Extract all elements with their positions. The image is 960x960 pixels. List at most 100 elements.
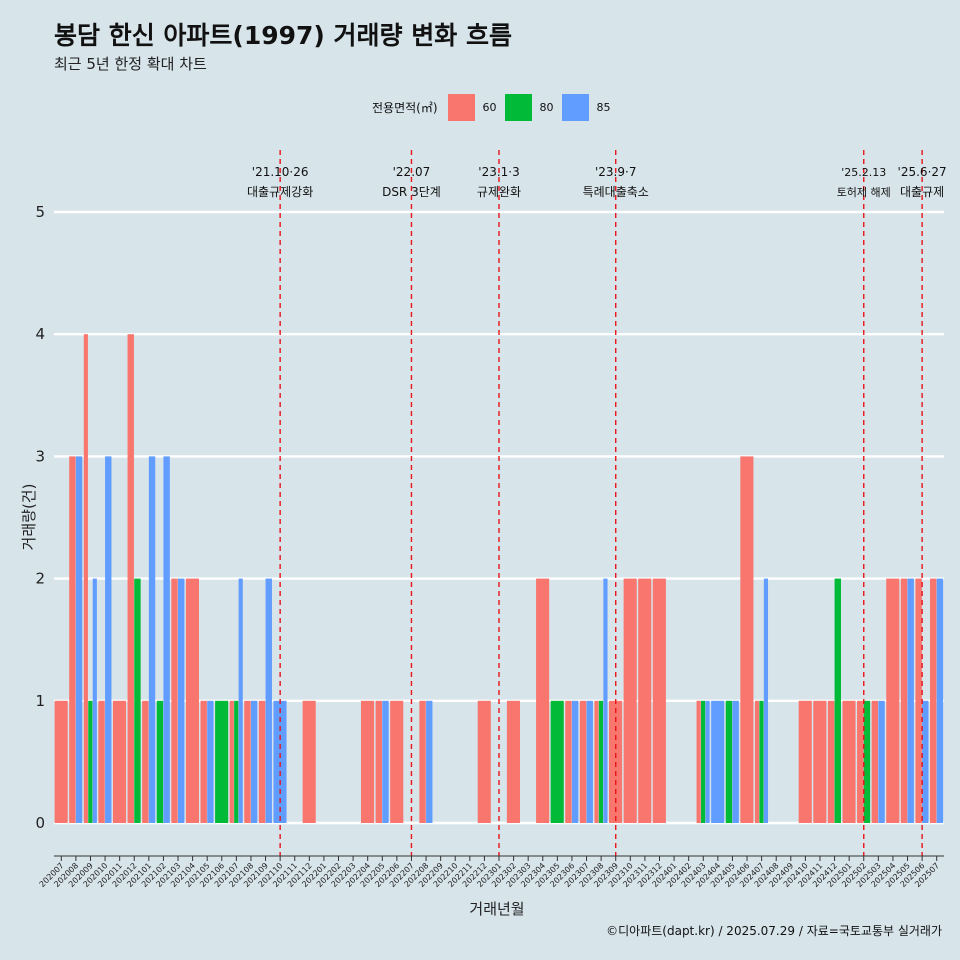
bar-202410-60 bbox=[798, 700, 812, 823]
legend-label-80: 80 bbox=[539, 100, 554, 114]
bar-202504-60 bbox=[886, 578, 900, 823]
event-label: 규제완화 bbox=[477, 185, 521, 199]
bar-202403-85 bbox=[705, 700, 710, 823]
source-caption: ©디아파트(dapt.kr) / 2025.07.29 / 자료=국토교통부 실… bbox=[606, 924, 942, 938]
bar-202407-80 bbox=[759, 700, 764, 823]
bar-202103-60 bbox=[171, 578, 178, 823]
bar-202502-80 bbox=[863, 700, 871, 823]
bar-202102-85 bbox=[163, 456, 170, 823]
bar-202503-60 bbox=[871, 700, 879, 823]
bar-202308-80 bbox=[598, 700, 604, 823]
legend-swatch-85 bbox=[561, 93, 589, 121]
bar-202110-85 bbox=[273, 700, 287, 823]
bar-202109-60 bbox=[258, 700, 266, 823]
event-date: '21.10·26 bbox=[252, 165, 309, 179]
bar-202205-85 bbox=[382, 700, 389, 823]
bar-202107-80 bbox=[234, 700, 239, 823]
bar-202105-85 bbox=[207, 700, 214, 823]
bar-202109-85 bbox=[265, 578, 272, 823]
bar-202506-85 bbox=[922, 700, 929, 823]
bar-202208-85 bbox=[426, 700, 433, 823]
bar-202311-60 bbox=[638, 578, 652, 823]
legend-title: 전용면적(㎡) bbox=[372, 100, 438, 115]
bar-202208-60 bbox=[419, 700, 426, 823]
bar-202108-60 bbox=[244, 700, 251, 823]
bar-202505-60 bbox=[900, 578, 908, 823]
bar-202012-60 bbox=[127, 334, 134, 823]
y-tick-label: 2 bbox=[35, 570, 45, 588]
bar-202103-85 bbox=[178, 578, 185, 823]
bar-202305-80 bbox=[550, 700, 564, 823]
event-label: 토허제 해제 bbox=[837, 185, 891, 199]
bar-202403-60 bbox=[696, 700, 701, 823]
y-tick-label: 0 bbox=[35, 814, 45, 832]
event-date: '25.2.13 bbox=[841, 166, 886, 179]
legend-item-60: 60 bbox=[447, 93, 497, 121]
event-layer: '21.10·26 대출규제강화 '22.07 DSR 3단계 '23.1·3 규제완화 '… bbox=[247, 150, 947, 856]
bar-202008-85 bbox=[75, 456, 83, 823]
bar-202308-60 bbox=[594, 700, 599, 823]
legend-swatch-60 bbox=[447, 93, 475, 121]
bar-202204-60 bbox=[360, 700, 375, 823]
bar-202010-60 bbox=[98, 700, 105, 823]
event-date: '25.6·27 bbox=[898, 165, 947, 179]
bar-202101-60 bbox=[142, 700, 149, 823]
bar-202405-85 bbox=[732, 700, 739, 823]
bar-202405-80 bbox=[725, 700, 733, 823]
bar-202205-60 bbox=[375, 700, 382, 823]
legend-label-85: 85 bbox=[596, 100, 611, 114]
bar-202308-85 bbox=[603, 578, 608, 823]
bar-202007-60 bbox=[54, 700, 68, 823]
bar-202107-60 bbox=[229, 700, 234, 823]
bar-202404-85 bbox=[711, 700, 725, 823]
bar-202306-60 bbox=[565, 700, 572, 823]
bar-202309-60 bbox=[609, 700, 623, 823]
bar-202411-60 bbox=[813, 700, 827, 823]
bar-layer bbox=[54, 334, 944, 823]
bar-202507-85 bbox=[936, 578, 944, 823]
bar-202304-60 bbox=[536, 578, 550, 823]
chart-subtitle: 최근 5년 한정 확대 차트 bbox=[54, 55, 207, 73]
event-label: 특례대출축소 bbox=[583, 185, 649, 199]
bar-202307-60 bbox=[579, 700, 587, 823]
bar-202412-80 bbox=[834, 578, 841, 823]
bar-202506-60 bbox=[915, 578, 922, 823]
bar-202112-60 bbox=[302, 700, 316, 823]
event-label: DSR 3단계 bbox=[382, 185, 441, 199]
bar-202501-60 bbox=[842, 700, 856, 823]
y-tick-label: 5 bbox=[35, 203, 45, 221]
bar-202108-85 bbox=[250, 700, 258, 823]
bar-202406-60 bbox=[740, 456, 754, 823]
bar-202008-60 bbox=[69, 456, 76, 823]
bar-202104-60 bbox=[185, 578, 200, 823]
x-axis-label: 거래년월 bbox=[469, 900, 524, 918]
bar-202102-80 bbox=[156, 700, 164, 823]
bar-202009-80 bbox=[88, 700, 93, 823]
bar-202306-85 bbox=[571, 700, 579, 823]
bar-202105-60 bbox=[200, 700, 207, 823]
bar-202206-60 bbox=[390, 700, 404, 823]
legend-item-80: 80 bbox=[504, 93, 554, 121]
y-tick-label: 1 bbox=[35, 692, 45, 710]
bar-202310-60 bbox=[623, 578, 637, 823]
event-label: 대출규제 bbox=[900, 185, 944, 199]
chart-title: 봉담 한신 아파트(1997) 거래량 변화 흐름 bbox=[54, 21, 512, 50]
bar-202106-80 bbox=[215, 700, 229, 823]
bar-202412-60 bbox=[827, 700, 835, 823]
bar-202009-85 bbox=[92, 578, 97, 823]
bar-202011-60 bbox=[112, 700, 127, 823]
bar-202502-60 bbox=[857, 700, 864, 823]
bar-202212-60 bbox=[477, 700, 491, 823]
bar-202010-85 bbox=[105, 456, 112, 823]
bar-202505-85 bbox=[907, 578, 914, 823]
bar-202107-85 bbox=[238, 578, 243, 823]
bar-202101-85 bbox=[148, 456, 156, 823]
y-tick-label: 4 bbox=[35, 325, 45, 343]
bar-202407-60 bbox=[754, 700, 760, 823]
bar-202009-60 bbox=[83, 334, 88, 823]
y-tick-label: 3 bbox=[35, 447, 45, 465]
bar-202403-80 bbox=[701, 700, 706, 823]
event-label: 대출규제강화 bbox=[247, 185, 313, 199]
event-date: '23.9·7 bbox=[595, 165, 636, 179]
